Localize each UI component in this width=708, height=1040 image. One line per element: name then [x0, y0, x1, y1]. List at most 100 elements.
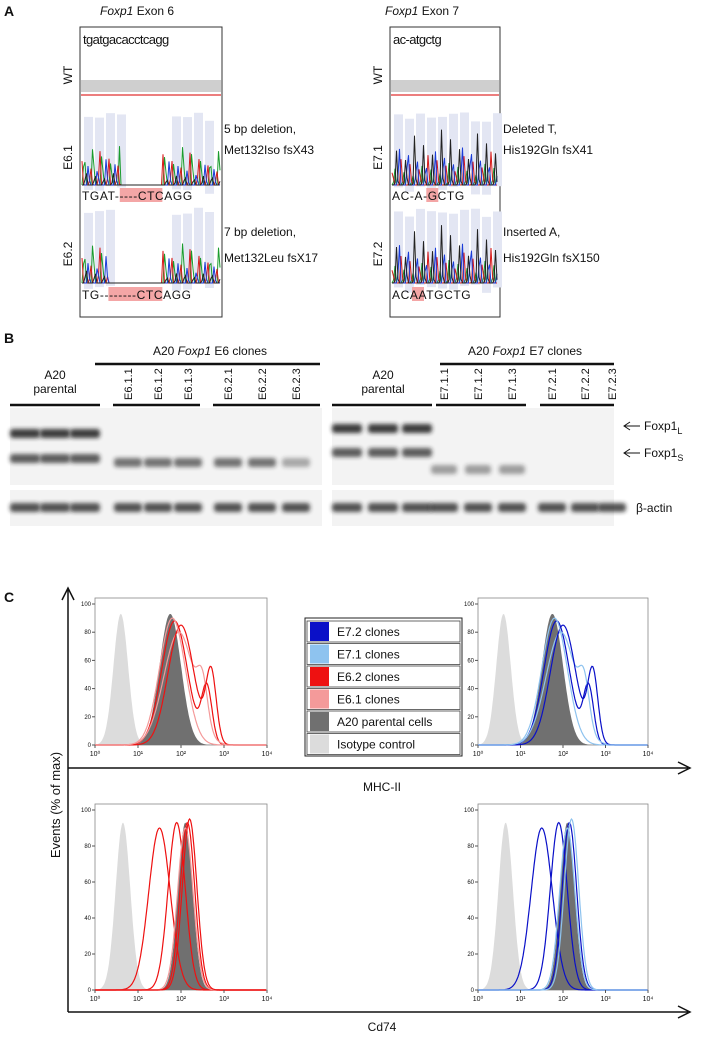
group-title: A20 Foxp1 E6 clones — [153, 344, 267, 358]
band — [332, 448, 362, 457]
label: 80 — [467, 844, 474, 850]
seq-part: TGCTG — [426, 288, 471, 302]
label: E7.2 — [371, 241, 385, 266]
label: 60 — [467, 880, 474, 886]
label: 10⁴ — [643, 751, 654, 758]
seq-part: CTCAGG — [138, 189, 193, 203]
mutation-highlight — [426, 188, 439, 202]
legend-row — [306, 665, 461, 688]
label: E6.2 — [61, 241, 75, 266]
prefix: A20 — [153, 344, 175, 358]
wt-bar — [81, 80, 221, 92]
band — [402, 503, 432, 512]
label: 20 — [467, 952, 474, 958]
quality-bar — [493, 211, 502, 288]
seq-part: TGAT — [82, 189, 116, 203]
legend-swatch — [310, 644, 329, 664]
band — [368, 424, 398, 433]
band — [10, 454, 40, 463]
quality-bar — [460, 209, 469, 286]
histogram — [95, 614, 267, 745]
gene: Foxp1 — [493, 344, 526, 358]
legend-swatch — [310, 622, 329, 641]
label: E7.1.2 — [473, 368, 485, 400]
histogram — [95, 818, 267, 991]
label: B — [4, 330, 14, 346]
label: 60 — [84, 880, 91, 886]
arrow — [623, 448, 640, 458]
label: Cd74 — [368, 1020, 397, 1034]
chromatogram-trace — [392, 147, 498, 186]
label: 100 — [81, 602, 92, 608]
band — [538, 503, 566, 512]
quality-bar — [471, 208, 480, 285]
band — [214, 503, 242, 512]
seq-part: GCTG — [428, 189, 465, 203]
blot-bg — [10, 408, 322, 485]
y-axis-arrow — [61, 586, 75, 1012]
band — [10, 503, 40, 512]
label: A20 parental cells — [337, 715, 432, 729]
clone-sequence: AC-A-GCTG — [392, 189, 465, 203]
label: 100 — [464, 602, 475, 608]
legend-row — [306, 688, 461, 710]
legend-row — [306, 620, 461, 643]
quality-bar — [194, 112, 203, 186]
label: 10⁰ — [473, 750, 484, 758]
band — [70, 503, 100, 512]
legend-row — [306, 710, 461, 733]
label: 10⁴ — [262, 996, 273, 1003]
mutation-highlight — [108, 287, 163, 301]
seq-part: TG — [82, 288, 100, 302]
quality-bar — [194, 207, 203, 284]
label: 10³ — [219, 996, 230, 1003]
quality-bar — [449, 113, 458, 187]
label: E7.2.2 — [580, 368, 592, 400]
quality-bar — [394, 211, 403, 288]
chromatogram-trace — [82, 173, 221, 186]
quality-bar — [416, 113, 425, 187]
label: 10³ — [219, 751, 230, 758]
quality-bar — [427, 117, 436, 191]
protein: Foxp1 — [644, 446, 678, 460]
band — [431, 465, 457, 474]
band — [70, 454, 100, 463]
mutation-highlight — [119, 188, 163, 202]
seq-part: - — [423, 189, 428, 203]
label: E6.1.2 — [153, 368, 165, 400]
band — [498, 503, 526, 512]
label: 5 bp deletion, — [224, 122, 296, 136]
quality-bar — [84, 212, 93, 289]
gene: Foxp1 — [100, 4, 133, 18]
band — [332, 424, 362, 433]
protein: Foxp1 — [644, 419, 678, 433]
histogram — [95, 822, 267, 990]
quality-bar — [394, 114, 403, 188]
band — [248, 503, 276, 512]
label: 20 — [84, 715, 91, 721]
clone-sequence: TGAT-----CTCAGG — [82, 189, 193, 203]
band — [174, 503, 202, 512]
seq-part: AC-A — [392, 189, 423, 203]
x-axis-arrow — [68, 1005, 692, 1019]
chromatogram-trace — [392, 129, 498, 186]
label: 0 — [88, 988, 92, 994]
band — [70, 429, 100, 438]
label: 0 — [88, 743, 92, 749]
subscript: S — [677, 453, 683, 463]
label: 40 — [84, 916, 91, 922]
label: E6.2.3 — [291, 368, 303, 400]
label: 10⁰ — [90, 995, 101, 1003]
label: E6.1.3 — [183, 368, 195, 400]
label: Met132Iso fsX43 — [224, 143, 314, 157]
label: MHC-II — [363, 780, 401, 794]
label: 100 — [81, 808, 92, 814]
exon-title: Foxp1 Exon 6 — [100, 4, 174, 18]
exon: Exon 7 — [422, 4, 460, 18]
label: 40 — [84, 687, 91, 693]
label: tgatgacacctcagg — [83, 32, 169, 47]
label: 10² — [558, 996, 569, 1003]
label: A20 — [44, 368, 66, 382]
label: 10² — [176, 996, 187, 1003]
